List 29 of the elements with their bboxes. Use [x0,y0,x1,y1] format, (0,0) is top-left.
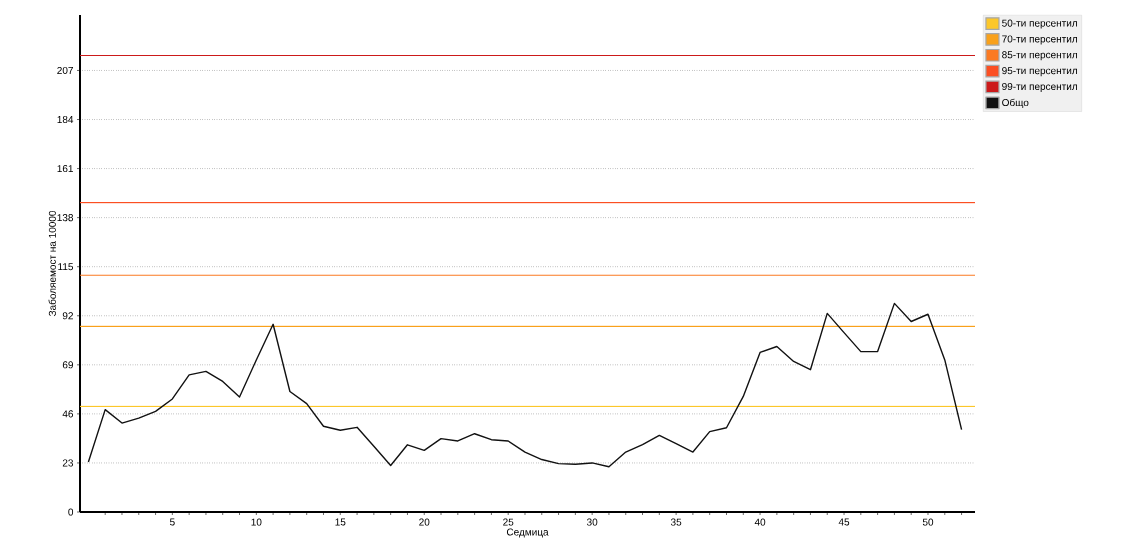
y-tick-label: 23 [62,459,74,467]
x-tick-label: 5 [169,518,175,526]
x-tick-label: 45 [838,518,850,526]
x-tick-label: 40 [754,518,766,526]
y-tick-label: 138 [57,214,74,222]
x-tick-label: 10 [251,518,262,526]
legend-label: 50-ти персентил [1002,19,1077,29]
line-series [87,302,963,468]
legend-label: 95-ти персентил [1002,67,1077,77]
legend-label: 70-ти персентил [1002,35,1077,45]
x-tick-label: 50 [922,518,934,526]
legend-label: 99-ти персентил [1002,82,1077,92]
x-tick-label: 20 [419,518,430,526]
y-axis-title: Заболяемост на 10000 [48,210,56,317]
y-tick-label: 207 [57,66,73,74]
y-tick-label: 92 [62,312,73,320]
y-tick-label: 69 [62,361,73,369]
x-tick-label: 25 [503,518,514,526]
x-tick-label: 35 [670,518,682,526]
x-tick-label: 30 [586,518,598,526]
x-tick-label: 15 [335,518,346,526]
y-tick-label: 184 [57,115,74,124]
y-tick-label: 161 [57,165,73,173]
y-tick-label: 0 [68,508,74,516]
legend-label: 85-ти персентил [1002,51,1077,61]
y-tick-label: 115 [58,263,74,271]
y-tick-label: 46 [62,410,74,418]
x-axis-title: Седмица [506,528,549,538]
legend-label: Общо [1002,98,1029,109]
